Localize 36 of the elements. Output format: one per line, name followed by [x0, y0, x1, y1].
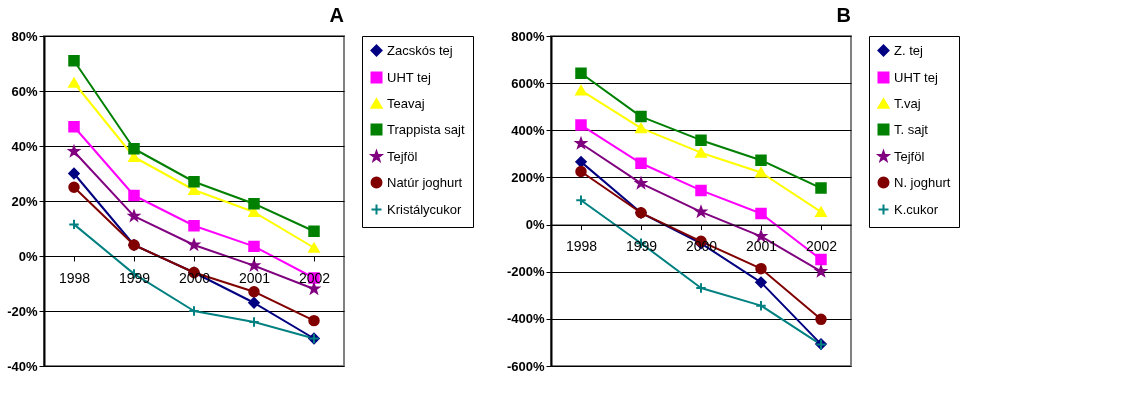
legend-label: UHT tej: [387, 69, 431, 85]
legend-label: Natúr joghurt: [387, 174, 463, 190]
y-tick-label: 800%: [511, 28, 545, 44]
legend-label: Trappista sajt: [387, 121, 465, 137]
legend-label: Kristálycukor: [387, 201, 463, 217]
y-tick-label: 40%: [11, 138, 38, 154]
legend-label: Zacskós tej: [387, 42, 453, 58]
y-tick-label: 0%: [525, 217, 545, 233]
y-tick-label: 200%: [511, 169, 545, 185]
y-tick-label: 600%: [511, 75, 545, 91]
x-tick-label: 1998: [58, 269, 91, 286]
x-tick-label: 2002: [805, 238, 838, 255]
y-tick-label: -400%: [506, 311, 545, 327]
legend-label: T.vaj: [894, 95, 921, 111]
legend-label: Z. tej: [894, 42, 924, 58]
y-tick-label: -600%: [506, 358, 545, 374]
y-tick-label: -200%: [506, 264, 545, 280]
y-tick-label: -40%: [7, 358, 38, 374]
y-tick-label: 20%: [11, 193, 38, 209]
x-tick-label: 2001: [238, 269, 271, 286]
y-tick-label: 0%: [18, 248, 38, 264]
legend-label: T. sajt: [894, 121, 929, 137]
y-tick-label: 400%: [511, 122, 545, 138]
x-tick-label: 2001: [745, 238, 778, 255]
y-tick-label: -20%: [7, 303, 38, 319]
y-tick-label: 80%: [11, 28, 38, 44]
chart-title: A: [329, 4, 344, 26]
y-tick-label: 60%: [11, 83, 38, 99]
legend-label: UHT tej: [894, 69, 938, 85]
x-tick-label: 1998: [565, 238, 598, 255]
legend-label: N. joghurt: [894, 174, 951, 190]
legend-label: Tejföl: [387, 148, 418, 164]
legend-label: Teavaj: [387, 95, 425, 111]
legend-label: Tejföl: [894, 148, 925, 164]
chart-title: B: [836, 4, 851, 26]
legend-label: K.cukor: [894, 201, 939, 217]
